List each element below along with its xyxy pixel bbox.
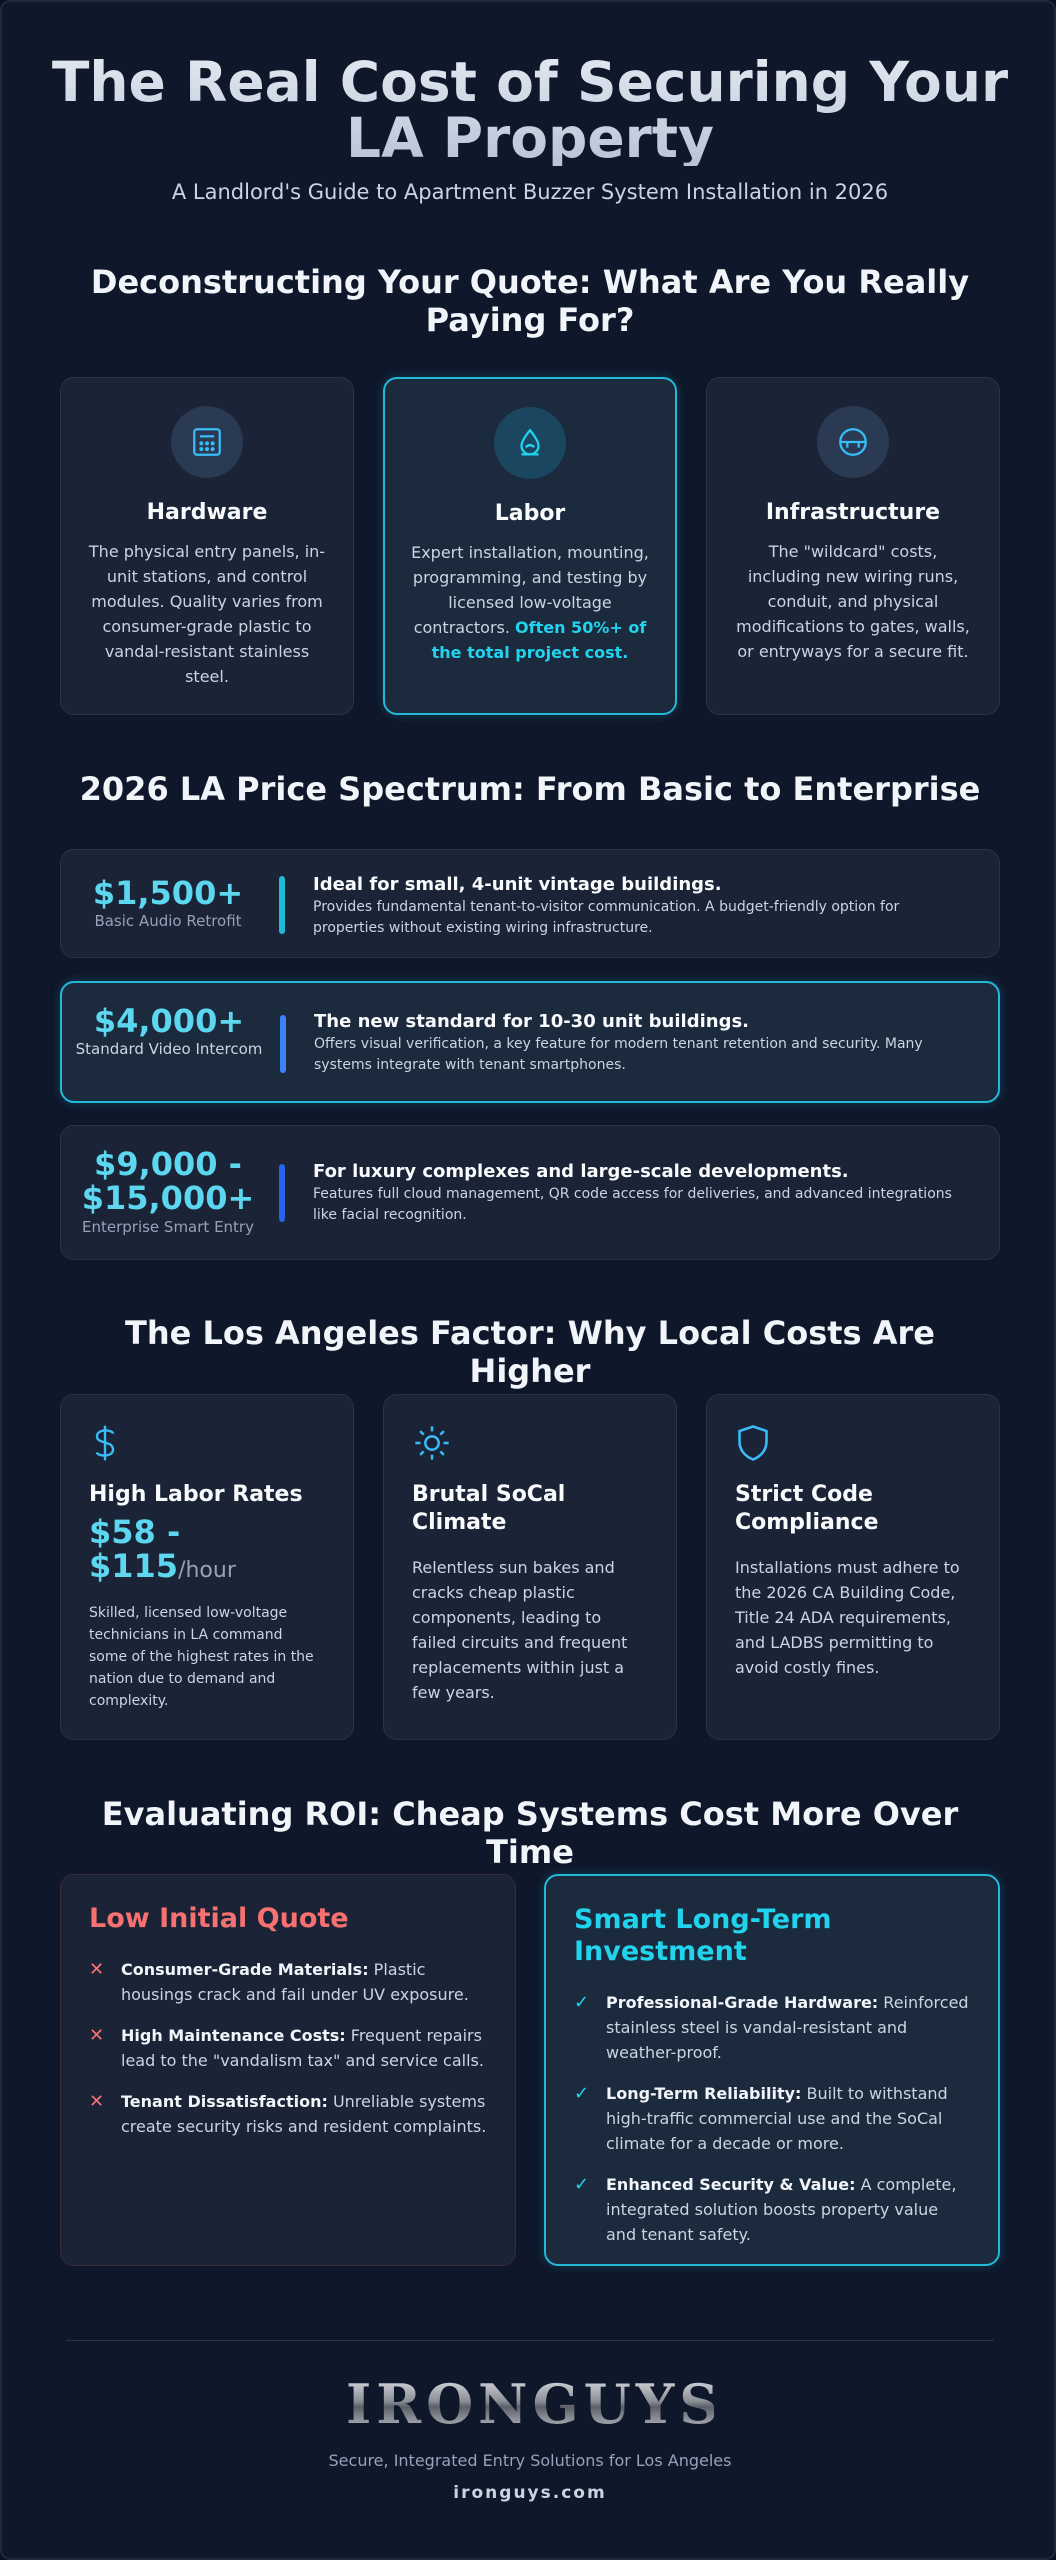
item-bold: Consumer-Grade Materials:	[121, 1960, 369, 1979]
low-quote-title: Low Initial Quote	[89, 1903, 349, 1934]
smart-investment-card: Smart Long-Term Investment ✓ Professional…	[544, 1874, 1000, 2266]
infrastructure-icon	[817, 406, 889, 478]
item-text: Unreliable systems create security risks…	[121, 2092, 487, 2136]
ironguys-logo: IRONGUYS	[346, 2372, 724, 2436]
climate-card: Brutal SoCal Climate Relentless sun bake…	[383, 1394, 677, 1740]
item-text: Plastic housings crack and fail under UV…	[121, 1960, 469, 2004]
tier-desc: Features full cloud management, QR code …	[313, 1186, 952, 1223]
x-icon: ✕	[89, 2091, 105, 2112]
climate-desc: Relentless sun bakes and cracks cheap pl…	[412, 1558, 628, 1702]
tier-basic: $1,500+ Basic Audio Retrofit Ideal for s…	[60, 849, 1000, 958]
code-compliance-title: Strict Code Compliance	[735, 1482, 879, 1535]
dollar-icon	[89, 1423, 325, 1467]
tier-price: $9,000 - $15,000+	[81, 1145, 255, 1217]
item-text: Built to withstand high-traffic commerci…	[606, 2084, 948, 2153]
tier-label: Basic Audio Retrofit	[94, 912, 242, 930]
footer-tagline: Secure, Integrated Entry Solutions for L…	[328, 2451, 732, 2470]
roi-section-heading: Evaluating ROI: Cheap Systems Cost More …	[101, 1795, 959, 1871]
hardware-desc: The physical entry panels, in-unit stati…	[88, 542, 326, 686]
labor-desc: Expert installation, mounting, programmi…	[411, 543, 649, 637]
tier-accent-bar	[279, 1164, 285, 1222]
list-item: ✕ Consumer-Grade Materials: Plastic housi…	[89, 1957, 487, 2007]
item-text: Frequent repairs lead to the "vandalism …	[121, 2026, 484, 2070]
tier-price: $4,000+	[93, 1002, 245, 1040]
shield-icon	[735, 1423, 971, 1467]
factor-section-heading: The Los Angeles Factor: Why Local Costs …	[125, 1314, 935, 1390]
tier-label-wrap: Standard Video Intercom	[62, 1039, 276, 1060]
code-compliance-card: Strict Code Compliance Installations mus…	[706, 1394, 1000, 1740]
check-icon: ✓	[574, 2083, 590, 2104]
list-item: ✕ High Maintenance Costs: Frequent repair…	[89, 2023, 487, 2073]
smart-investment-title: Smart Long-Term Investment	[574, 1904, 832, 1967]
tier-accent-bar	[280, 1015, 286, 1073]
infrastructure-title: Infrastructure	[765, 500, 941, 525]
labor-rate-value: $58 - $115/hour	[89, 1515, 325, 1588]
labor-rates-card: High Labor Rates $58 - $115/hour Skilled…	[60, 1394, 354, 1740]
infrastructure-card: Infrastructure The "wildcard" costs, inc…	[706, 377, 1000, 715]
low-quote-card: Low Initial Quote ✕ Consumer-Grade Materi…	[60, 1874, 516, 2266]
tier-headline: For luxury complexes and large-scale dev…	[313, 1161, 849, 1182]
smart-investment-list: ✓ Professional-Grade Hardware: Reinforced…	[574, 1990, 970, 2247]
labor-emphasis: Often 50%+ of the total project cost.	[431, 618, 647, 662]
tier-label: Enterprise Smart Entry	[82, 1218, 254, 1236]
labor-desc-wrap: Expert installation, mounting, programmi…	[411, 540, 649, 665]
list-item: ✓ Enhanced Security & Value: A complete, …	[574, 2172, 970, 2247]
infrastructure-desc: The "wildcard" costs, including new wiri…	[736, 542, 970, 661]
labor-rates-title: High Labor Rates	[89, 1482, 303, 1507]
price-section-heading: 2026 LA Price Spectrum: From Basic to En…	[79, 770, 981, 808]
list-item: ✓ Long-Term Reliability: Built to withsta…	[574, 2081, 970, 2156]
item-bold: Enhanced Security & Value:	[606, 2175, 856, 2194]
rate-range: $58 - $115	[89, 1513, 181, 1585]
footer-site-link[interactable]: ironguys.com	[453, 2483, 607, 2503]
code-compliance-desc: Installations must adhere to the 2026 CA…	[735, 1558, 960, 1677]
rate-unit: /hour	[178, 1558, 236, 1583]
tier-accent-bar	[279, 876, 285, 934]
tier-headline: Ideal for small, 4-unit vintage building…	[313, 874, 722, 895]
labor-title: Labor	[494, 501, 566, 526]
tier-label: Standard Video Intercom	[75, 1040, 263, 1058]
hardware-title: Hardware	[146, 500, 268, 525]
item-text: Reinforced stainless steel is vandal-res…	[606, 1993, 969, 2062]
check-icon: ✓	[574, 2174, 590, 2195]
x-icon: ✕	[89, 2025, 105, 2046]
item-text: A complete, integrated solution boosts p…	[606, 2175, 957, 2244]
quote-section-heading: Deconstructing Your Quote: What Are You …	[90, 263, 970, 339]
keypad-icon	[171, 406, 243, 478]
tier-enterprise: $9,000 - $15,000+ Enterprise Smart Entry…	[60, 1125, 1000, 1260]
labor-card: Labor Expert installation, mounting, pro…	[383, 377, 677, 715]
climate-title: Brutal SoCal Climate	[412, 1482, 566, 1535]
x-icon: ✕	[89, 1959, 105, 1980]
footer-divider	[66, 2340, 994, 2341]
item-bold: Tenant Dissatisfaction:	[121, 2092, 328, 2111]
tier-desc: Offers visual verification, a key featur…	[314, 1036, 923, 1073]
item-bold: High Maintenance Costs:	[121, 2026, 346, 2045]
labor-icon	[494, 407, 566, 479]
item-bold: Long-Term Reliability:	[606, 2084, 802, 2103]
tier-price: $1,500+	[92, 874, 244, 912]
labor-rates-desc: Skilled, licensed low-voltage technician…	[89, 1605, 314, 1709]
check-icon: ✓	[574, 1992, 590, 2013]
item-bold: Professional-Grade Hardware:	[606, 1993, 879, 2012]
sun-icon	[412, 1423, 648, 1467]
tier-standard: $4,000+ Standard Video Intercom The new …	[60, 981, 1000, 1103]
list-item: ✕ Tenant Dissatisfaction: Unreliable syst…	[89, 2089, 487, 2139]
page-subtitle: A Landlord's Guide to Apartment Buzzer S…	[171, 180, 889, 204]
list-item: ✓ Professional-Grade Hardware: Reinforced…	[574, 1990, 970, 2065]
page-title: The Real Cost of Securing Your LA Proper…	[42, 54, 1018, 166]
low-quote-list: ✕ Consumer-Grade Materials: Plastic housi…	[89, 1957, 487, 2139]
tier-desc: Provides fundamental tenant-to-visitor c…	[313, 899, 900, 936]
hardware-card: Hardware The physical entry panels, in-u…	[60, 377, 354, 715]
tier-headline: The new standard for 10-30 unit building…	[314, 1011, 750, 1032]
